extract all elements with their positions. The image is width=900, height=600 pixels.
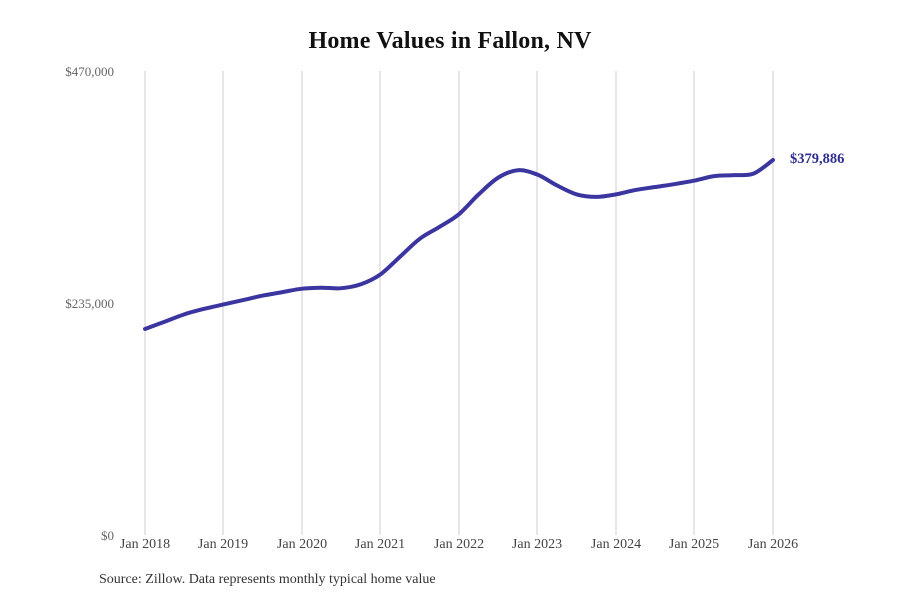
xtick-label-jan-2026: Jan 2026 <box>747 537 799 552</box>
xtick-label-jan-2018: Jan 2018 <box>119 537 171 552</box>
xtick-label-jan-2020: Jan 2020 <box>276 537 328 552</box>
xtick-label-jan-2025: Jan 2025 <box>668 537 720 552</box>
ytick-label-0: $0 <box>101 528 114 543</box>
xtick-label-jan-2024: Jan 2024 <box>590 537 642 552</box>
end-value-annotation: $379,886 <box>790 150 845 167</box>
xtick-label-jan-2019: Jan 2019 <box>197 537 249 552</box>
ytick-label-470000: $470,000 <box>65 64 114 79</box>
series-line-typical-home-value <box>143 157 775 331</box>
xtick-label-jan-2021: Jan 2021 <box>354 537 406 552</box>
page-title: Home Values in Fallon, NV <box>308 28 592 54</box>
source-note: Source: Zillow. Data represents monthly … <box>99 572 436 587</box>
ytick-label-235000: $235,000 <box>65 296 114 311</box>
xtick-label-jan-2023: Jan 2023 <box>511 537 563 552</box>
xtick-label-jan-2022: Jan 2022 <box>433 537 485 552</box>
gridlines-group <box>144 71 774 535</box>
